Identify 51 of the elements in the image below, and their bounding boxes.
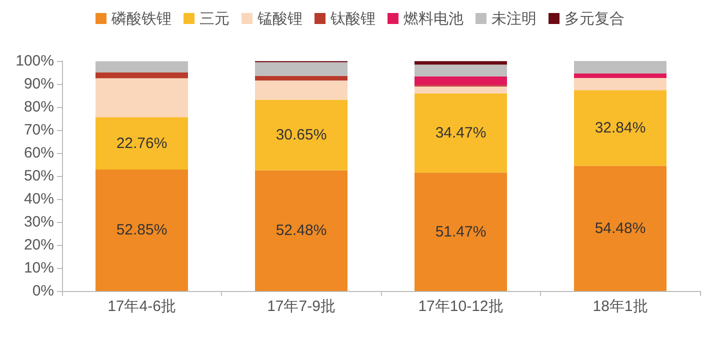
bar bbox=[254, 80, 348, 100]
data-label: 30.65% bbox=[276, 126, 327, 144]
y-tick-label: 100% bbox=[16, 52, 54, 70]
data-label: 52.48% bbox=[276, 222, 327, 240]
y-tick-label: 10% bbox=[24, 260, 54, 276]
data-label: 54.48% bbox=[594, 220, 646, 237]
x-tick-label: 17年4-6批 bbox=[108, 298, 176, 315]
data-label: 51.47% bbox=[435, 223, 486, 240]
data-label: 34.47% bbox=[435, 124, 486, 142]
bar bbox=[574, 90, 667, 166]
legend-label: 燃料电池 bbox=[404, 10, 464, 28]
legend-label: 钛酸锂 bbox=[330, 10, 376, 28]
bar bbox=[95, 72, 188, 78]
bar bbox=[414, 61, 508, 65]
x-tick-label: 17年7-9批 bbox=[267, 298, 336, 315]
bar bbox=[95, 117, 188, 170]
y-tick-label: 80% bbox=[24, 98, 54, 116]
bar bbox=[414, 86, 508, 94]
bar bbox=[95, 78, 188, 118]
x-tick-label: 17年10-12批 bbox=[418, 298, 504, 315]
bar bbox=[574, 61, 667, 74]
data-label: 32.84% bbox=[594, 119, 646, 136]
bar bbox=[95, 169, 188, 291]
legend-label: 磷酸铁锂 bbox=[110, 10, 172, 28]
y-tick-label: 30% bbox=[24, 214, 54, 230]
bar bbox=[254, 170, 348, 291]
bar bbox=[414, 172, 508, 291]
x-tick-label: 18年1批 bbox=[592, 298, 648, 315]
y-tick-label: 50% bbox=[24, 168, 54, 184]
bar bbox=[574, 166, 667, 291]
bar bbox=[574, 73, 667, 78]
y-tick-label: 70% bbox=[24, 122, 54, 138]
legend-label: 三元 bbox=[200, 10, 230, 28]
bar bbox=[254, 76, 348, 80]
data-label: 52.85% bbox=[116, 222, 168, 239]
bar bbox=[95, 61, 188, 72]
bar bbox=[574, 78, 667, 90]
y-tick-label: 90% bbox=[24, 76, 54, 92]
y-tick-label: 20% bbox=[24, 236, 54, 254]
bar bbox=[254, 100, 348, 170]
y-tick-label: 60% bbox=[24, 144, 54, 162]
y-tick-label: 40% bbox=[24, 190, 54, 208]
bar bbox=[414, 93, 508, 173]
y-tick-label: 0% bbox=[32, 282, 54, 300]
legend-label: 未注明 bbox=[492, 10, 536, 28]
legend-label: 多元复合 bbox=[564, 10, 624, 28]
data-label: 22.76% bbox=[116, 134, 168, 152]
bar bbox=[414, 64, 508, 77]
legend-label: 锰酸锂 bbox=[256, 10, 302, 28]
bar bbox=[414, 76, 508, 86]
bar bbox=[254, 62, 348, 76]
